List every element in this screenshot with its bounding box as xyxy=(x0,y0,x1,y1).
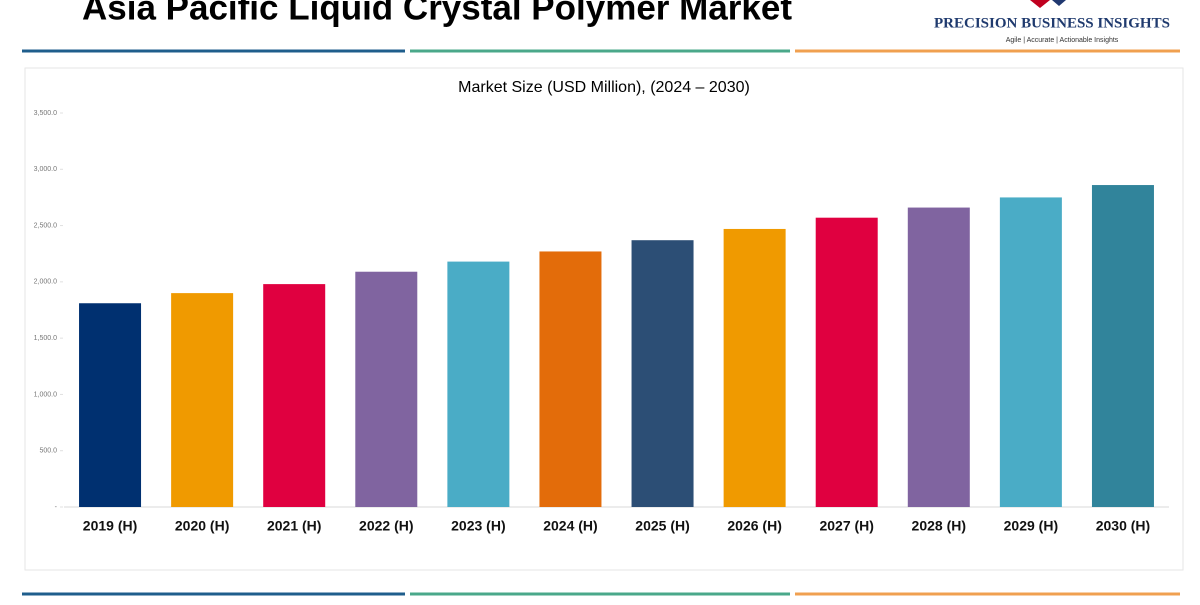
y-tick-label: 1,500.0 xyxy=(34,335,57,342)
logo-mark xyxy=(1030,0,1050,8)
bar xyxy=(171,293,234,507)
y-tick-label: 2,500.0 xyxy=(34,222,57,229)
brand: PRECISION BUSINESS INSIGHTS xyxy=(934,15,1170,31)
page-title: Asia Pacific Liquid Crystal Polymer Mark… xyxy=(82,0,792,27)
x-tick-label: 2024 (H) xyxy=(543,518,597,534)
bar xyxy=(355,271,418,507)
bar xyxy=(999,197,1062,507)
x-tick-label: 2019 (H) xyxy=(83,518,137,534)
y-tick-label: 3,000.0 xyxy=(34,166,57,173)
bar xyxy=(907,207,970,507)
bar xyxy=(723,228,786,507)
tagline: Agile | Accurate | Actionable Insights xyxy=(1006,37,1119,44)
y-tick-label: - xyxy=(55,504,58,511)
bar xyxy=(79,303,142,507)
x-tick-label: 2022 (H) xyxy=(359,518,413,534)
x-tick-label: 2026 (H) xyxy=(727,518,781,534)
y-tick-label: 1,000.0 xyxy=(34,391,57,398)
y-tick-label: 3,500.0 xyxy=(34,110,57,117)
bar xyxy=(815,217,878,508)
bar xyxy=(447,261,510,507)
x-tick-label: 2025 (H) xyxy=(635,518,689,534)
x-tick-label: 2020 (H) xyxy=(175,518,229,534)
y-tick-label: 2,000.0 xyxy=(34,279,57,286)
chart-title: Market Size (USD Million), (2024 – 2030) xyxy=(458,79,750,96)
bar xyxy=(263,284,326,507)
x-tick-label: 2028 (H) xyxy=(912,518,966,534)
bar xyxy=(631,240,694,507)
x-tick-label: 2023 (H) xyxy=(451,518,505,534)
x-tick-label: 2021 (H) xyxy=(267,518,321,534)
x-tick-label: 2030 (H) xyxy=(1096,518,1150,534)
bar xyxy=(1091,185,1154,507)
bar xyxy=(539,251,602,507)
logo-mark xyxy=(1052,0,1066,6)
x-tick-label: 2027 (H) xyxy=(819,518,873,534)
x-tick-label: 2029 (H) xyxy=(1004,518,1058,534)
y-tick-label: 500.0 xyxy=(39,448,57,455)
